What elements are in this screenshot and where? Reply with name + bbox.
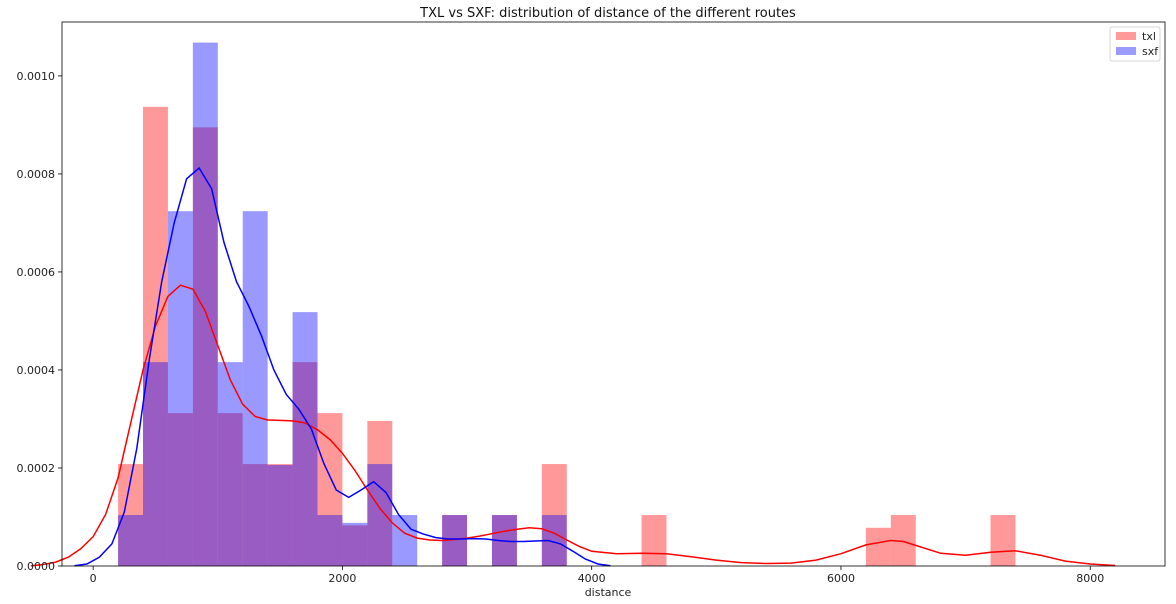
y-tick-label-0: 0.0000	[17, 560, 56, 573]
y-tick-label-1: 0.0002	[17, 462, 56, 475]
x-tick-label-0: 0	[90, 572, 97, 585]
y-tick-label-5: 0.0010	[17, 70, 56, 83]
legend: txl sxf	[1109, 26, 1161, 62]
histogram-bars	[118, 42, 1016, 566]
bar-sxf-2	[167, 211, 193, 566]
bar-sxf-6	[267, 465, 293, 566]
bar-sxf-7	[292, 312, 318, 566]
bar-sxf-9	[342, 522, 368, 566]
x-tick-label-3: 6000	[827, 572, 855, 585]
bar-txl-5	[242, 464, 268, 566]
kde-curves	[30, 166, 1116, 567]
kde-line-txl	[30, 284, 1116, 567]
legend-swatch-sxf	[1116, 47, 1136, 55]
bar-txl-17	[990, 515, 1016, 566]
bar-txl-14	[641, 515, 667, 566]
bar-txl-8	[317, 413, 343, 566]
bar-txl-9	[342, 525, 368, 566]
chart-title: TXL vs SXF: distribution of distance of …	[419, 6, 796, 21]
x-axis-label: distance	[585, 586, 632, 599]
bar-sxf-11	[392, 515, 418, 566]
bar-txl-6	[267, 464, 293, 566]
bar-sxf-8	[317, 515, 343, 566]
x-tick-label-2: 4000	[578, 572, 606, 585]
bar-sxf-10	[367, 464, 393, 566]
bar-txl-2	[167, 413, 193, 566]
bar-txl-7	[292, 362, 318, 566]
bar-sxf-5	[242, 211, 268, 566]
legend-swatch-txl	[1116, 32, 1136, 40]
bar-sxf-1	[143, 362, 168, 566]
bar-sxf-4	[217, 362, 243, 566]
bar-txl-13	[541, 464, 567, 566]
bar-txl-1	[143, 106, 168, 566]
x-axis-ticks: 0 2000 4000 6000 8000	[90, 566, 1104, 585]
y-tick-label-4: 0.0008	[17, 168, 56, 181]
x-tick-label-4: 8000	[1076, 572, 1104, 585]
bar-sxf-3	[192, 42, 218, 566]
legend-label-txl: txl	[1142, 30, 1156, 43]
y-axis-ticks: 0.0000 0.0002 0.0004 0.0006 0.0008 0.0010	[17, 70, 62, 573]
plot-frame	[61, 21, 1166, 567]
legend-label-sxf: sxf	[1142, 45, 1159, 58]
bar-txl-15	[865, 527, 891, 566]
x-tick-label-1: 2000	[328, 572, 356, 585]
y-tick-label-3: 0.0006	[17, 266, 56, 279]
bar-txl-10	[367, 420, 393, 566]
kde-line-sxf	[74, 166, 611, 567]
bar-sxf-0	[118, 515, 144, 566]
y-tick-label-2: 0.0004	[17, 364, 56, 377]
bar-txl-4	[217, 413, 243, 566]
